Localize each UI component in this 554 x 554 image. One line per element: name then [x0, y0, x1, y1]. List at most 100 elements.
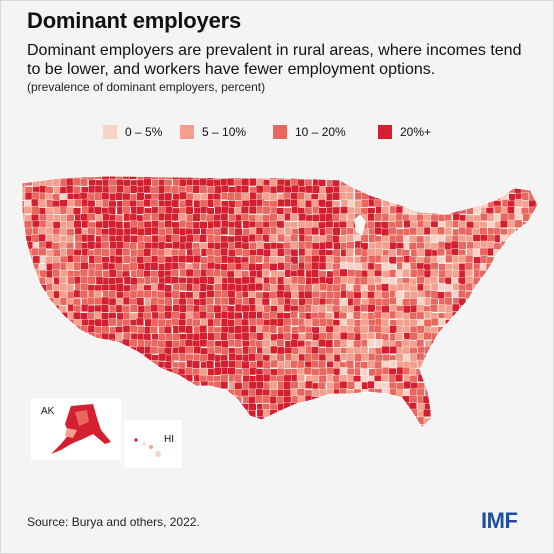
county-cell	[424, 178, 433, 187]
county-cell	[354, 403, 363, 412]
county-cell	[269, 193, 278, 202]
county-cell	[535, 381, 538, 390]
county-cell	[514, 424, 523, 428]
county-cell	[151, 226, 160, 235]
county-cell	[59, 354, 68, 363]
county-cell	[515, 353, 524, 362]
county-cell	[388, 403, 397, 412]
county-cell	[187, 431, 195, 439]
county-cell	[226, 178, 235, 187]
county-cell	[410, 193, 419, 202]
county-cell	[536, 221, 538, 230]
county-cell	[521, 262, 530, 271]
county-cell	[368, 422, 377, 428]
county-cell	[326, 422, 335, 428]
county-cell	[338, 388, 347, 397]
county-cell	[226, 192, 235, 201]
county-cell	[472, 395, 480, 404]
county-cell	[304, 332, 313, 340]
county-cell	[199, 339, 208, 347]
county-cell	[478, 359, 487, 368]
county-cell	[528, 416, 537, 425]
county-cell	[158, 402, 167, 411]
county-cell	[522, 234, 531, 243]
county-cell	[493, 396, 502, 405]
county-cell	[53, 176, 62, 179]
county-cell	[101, 339, 110, 348]
county-cell	[452, 178, 461, 187]
county-cell	[22, 408, 27, 417]
county-cell	[31, 247, 40, 256]
county-cell	[480, 431, 488, 439]
county-cell	[129, 361, 138, 370]
hawaii-inset: HI	[124, 420, 182, 468]
county-cell	[317, 381, 326, 390]
county-cell	[164, 192, 173, 201]
county-cell	[130, 235, 139, 244]
county-cell	[66, 346, 75, 355]
county-cell	[479, 402, 488, 411]
county-cell	[290, 431, 298, 439]
county-cell	[479, 284, 488, 292]
county-cell	[445, 353, 454, 362]
county-cell	[480, 304, 489, 313]
county-cell	[58, 276, 67, 285]
county-cell	[340, 410, 349, 419]
county-cell	[52, 249, 61, 258]
county-cell	[416, 276, 425, 284]
county-cell	[522, 340, 531, 349]
county-cell	[423, 360, 432, 369]
county-cell	[163, 326, 172, 335]
county-cell	[94, 192, 103, 201]
alaska-inset: AK	[31, 398, 121, 460]
county-cell	[515, 367, 524, 376]
county-cell	[515, 276, 524, 285]
county-cell	[311, 305, 320, 314]
county-cell	[423, 192, 432, 201]
county-cell	[438, 339, 447, 348]
county-cell	[389, 410, 398, 418]
county-cell	[458, 193, 467, 202]
county-cell	[136, 269, 145, 278]
county-cell	[325, 241, 333, 250]
county-cell	[291, 416, 300, 425]
county-cell	[500, 241, 509, 250]
county-cell	[438, 304, 447, 313]
county-cell	[473, 374, 482, 383]
county-cell	[311, 185, 320, 194]
county-cell	[507, 354, 516, 363]
county-cell	[473, 389, 482, 398]
county-cell	[507, 176, 516, 179]
county-cell	[487, 381, 496, 390]
county-cell	[487, 352, 496, 361]
county-cell	[444, 395, 453, 404]
county-cell	[129, 185, 138, 194]
county-cell	[109, 361, 118, 370]
county-cell	[81, 381, 90, 390]
county-cell	[193, 345, 202, 354]
county-cell	[508, 298, 517, 307]
county-cell	[150, 198, 159, 207]
county-cell	[143, 185, 152, 194]
county-cell	[136, 297, 145, 306]
county-cell	[311, 416, 320, 425]
county-cell	[522, 374, 531, 383]
county-cell	[522, 403, 531, 412]
county-cell	[452, 213, 461, 222]
county-cell	[178, 219, 187, 228]
county-cell	[514, 177, 523, 186]
county-cell	[207, 332, 216, 341]
county-cell	[193, 402, 202, 411]
county-cell	[38, 305, 47, 314]
county-cell	[464, 409, 473, 418]
county-cell	[346, 318, 355, 327]
county-cell	[129, 242, 138, 251]
county-cell	[515, 388, 524, 397]
county-cell	[479, 395, 488, 404]
county-cell	[444, 368, 453, 377]
county-cell	[185, 416, 194, 425]
county-cell	[93, 311, 102, 320]
county-cell	[157, 374, 166, 383]
county-cell	[479, 318, 488, 326]
county-cell	[108, 318, 117, 327]
